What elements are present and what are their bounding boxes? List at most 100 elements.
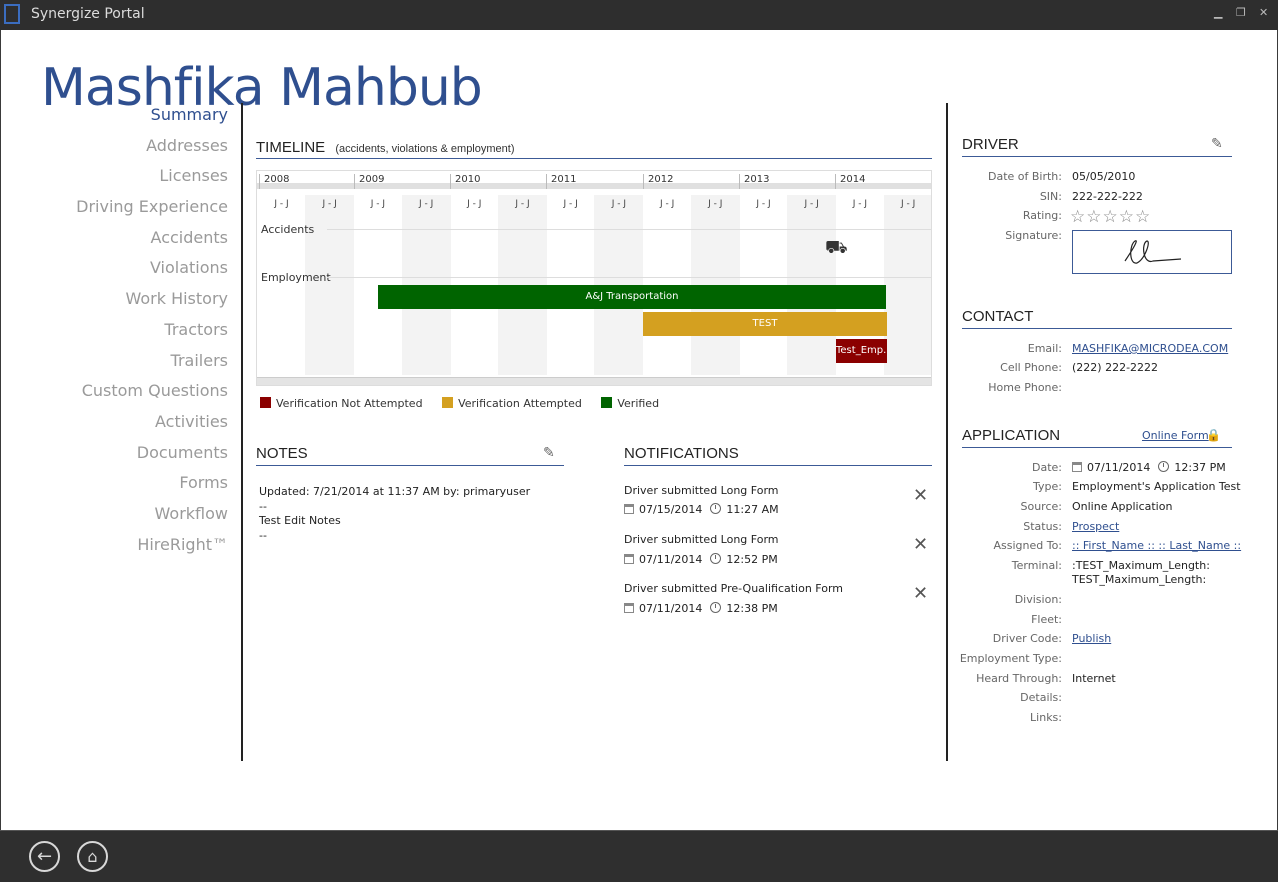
notification-time: 12:38 PM [726, 602, 778, 615]
email-link[interactable]: MASHFIKA@MICRODEA.COM [1072, 342, 1229, 355]
clock-icon [710, 602, 722, 613]
notification-title: Driver submitted Long Form [624, 533, 779, 546]
nav-item-tractors[interactable]: Tractors [164, 319, 228, 339]
edit-notes-icon[interactable]: ✎ [543, 445, 555, 461]
signature-box [1072, 230, 1232, 274]
year-label: 2011 [546, 174, 576, 189]
right-divider [946, 103, 948, 761]
employment-bar[interactable]: A&J Transportation [378, 285, 886, 309]
online-form-link[interactable]: Online Form [1142, 429, 1209, 442]
left-divider [241, 103, 243, 761]
nav-item-activities[interactable]: Activities [155, 411, 228, 431]
legend-swatch [260, 397, 271, 408]
driver-title: DRIVER [962, 136, 1019, 153]
star-icon[interactable]: ☆ [1135, 207, 1152, 227]
assigned-label: Assigned To: [993, 539, 1062, 552]
nav-item-custom-questions[interactable]: Custom Questions [81, 381, 228, 401]
terminal-value: :TEST_Maximum_Length: [1072, 559, 1210, 572]
accidents-row-line [327, 229, 931, 230]
application-rule [962, 447, 1232, 448]
minimize-icon[interactable]: ▁ [1214, 6, 1223, 19]
employment-bar[interactable]: Test_Emp... [836, 339, 887, 363]
cell-phone-value: (222) 222-2222 [1072, 361, 1159, 374]
star-icon[interactable]: ☆ [1070, 207, 1087, 227]
notifications-title: NOTIFICATIONS [624, 445, 739, 462]
half-year-label: J - J [418, 199, 434, 209]
home-phone-label: Home Phone: [988, 381, 1062, 394]
nav-item-workflow[interactable]: Workflow [154, 503, 228, 523]
back-button[interactable]: ← [29, 841, 60, 872]
star-icon[interactable]: ☆ [1086, 207, 1103, 227]
contact-title: CONTACT [962, 308, 1034, 325]
year-label: 2009 [354, 174, 384, 189]
half-year-label: J - J [852, 199, 868, 209]
notifications-rule [624, 465, 932, 466]
rating-label: Rating: [1022, 209, 1062, 222]
app-status-link[interactable]: Prospect [1072, 520, 1120, 533]
half-year-label: J - J [756, 199, 771, 209]
star-icon[interactable]: ☆ [1102, 207, 1119, 227]
back-arrow-icon: ← [36, 846, 53, 867]
timeline-scrollbar[interactable] [257, 377, 931, 385]
calendar-icon [624, 603, 634, 613]
home-button[interactable]: ⌂ [77, 841, 108, 872]
app-date: 07/11/2014 [1087, 461, 1151, 474]
star-icon[interactable]: ☆ [1118, 207, 1135, 227]
edit-driver-icon[interactable]: ✎ [1211, 136, 1223, 152]
app-type-label: Type: [1033, 480, 1062, 493]
dismiss-notification-icon[interactable]: ✕ [913, 583, 929, 604]
assigned-link[interactable]: :: First_Name :: :: Last_Name :: [1072, 539, 1242, 552]
notification-date: 07/11/2014 [639, 602, 703, 615]
car-crash-icon[interactable]: ⛟ [825, 237, 848, 258]
half-year-label: J - J [467, 199, 482, 209]
nav-item-addresses[interactable]: Addresses [146, 135, 228, 155]
timeline-column [883, 195, 931, 375]
app-time: 12:37 PM [1174, 461, 1226, 474]
restore-icon[interactable]: ❐ [1236, 6, 1246, 19]
employment-row-line [327, 277, 931, 278]
driver-code-link[interactable]: Publish [1072, 632, 1112, 645]
app-source-value: Online Application [1072, 500, 1173, 513]
notes-separator: -- [259, 529, 267, 542]
rating-stars[interactable]: ☆☆☆☆☆ [1070, 207, 1151, 227]
close-window-icon[interactable]: ✕ [1259, 6, 1269, 19]
driver-code-label: Driver Code: [992, 632, 1062, 645]
half-year-label: J - J [708, 199, 723, 209]
clock-icon [1158, 461, 1170, 472]
nav-item-work-history[interactable]: Work History [125, 289, 228, 309]
details-label: Details: [1020, 691, 1062, 704]
legend-swatch [442, 397, 454, 408]
cell-phone-label: Cell Phone: [1000, 361, 1062, 374]
app-source-label: Source: [1020, 500, 1063, 513]
dismiss-notification-icon[interactable]: ✕ [913, 534, 929, 555]
notification-title: Driver submitted Pre-Qualification Form [624, 582, 844, 595]
legend-label: Verification Attempted [458, 397, 582, 410]
nav-item-summary[interactable]: Summary [150, 105, 228, 124]
nav-item-forms[interactable]: Forms [179, 473, 228, 493]
nav-item-violations[interactable]: Violations [149, 258, 228, 278]
timeline-subtitle: (accidents, violations & employment) [335, 143, 515, 155]
nav-item-hireright[interactable]: HireRight™ [137, 534, 228, 554]
dismiss-notification-icon[interactable]: ✕ [913, 485, 929, 506]
nav-item-accidents[interactable]: Accidents [150, 227, 228, 247]
heard-through-label: Heard Through: [976, 672, 1062, 685]
app-date-value: 07/11/2014 12:37 PM [1072, 461, 1226, 474]
year-label: 2010 [450, 174, 480, 189]
nav-item-licenses[interactable]: Licenses [159, 166, 228, 186]
clock-icon [710, 553, 722, 564]
nav-item-driving-experience[interactable]: Driving Experience [76, 197, 228, 217]
nav-item-documents[interactable]: Documents [136, 442, 228, 462]
notification-date: 07/15/2014 [639, 503, 703, 516]
nav-item-trailers[interactable]: Trailers [170, 350, 228, 370]
notification-meta: 07/15/2014 11:27 AM [624, 503, 779, 516]
notes-separator: -- [259, 500, 267, 513]
year-label: 2014 [835, 174, 865, 189]
notification-meta: 07/11/2014 12:38 PM [624, 602, 778, 615]
notification-time: 11:27 AM [726, 503, 779, 516]
links-label: Links: [1030, 711, 1062, 724]
employment-bar[interactable]: TEST [643, 312, 887, 336]
timeline-title: TIMELINE [256, 139, 326, 156]
legend-label: Verification Not Attempted [276, 397, 423, 410]
timeline-rule [256, 158, 932, 159]
legend-item: Verification Not Attempted [260, 397, 423, 410]
